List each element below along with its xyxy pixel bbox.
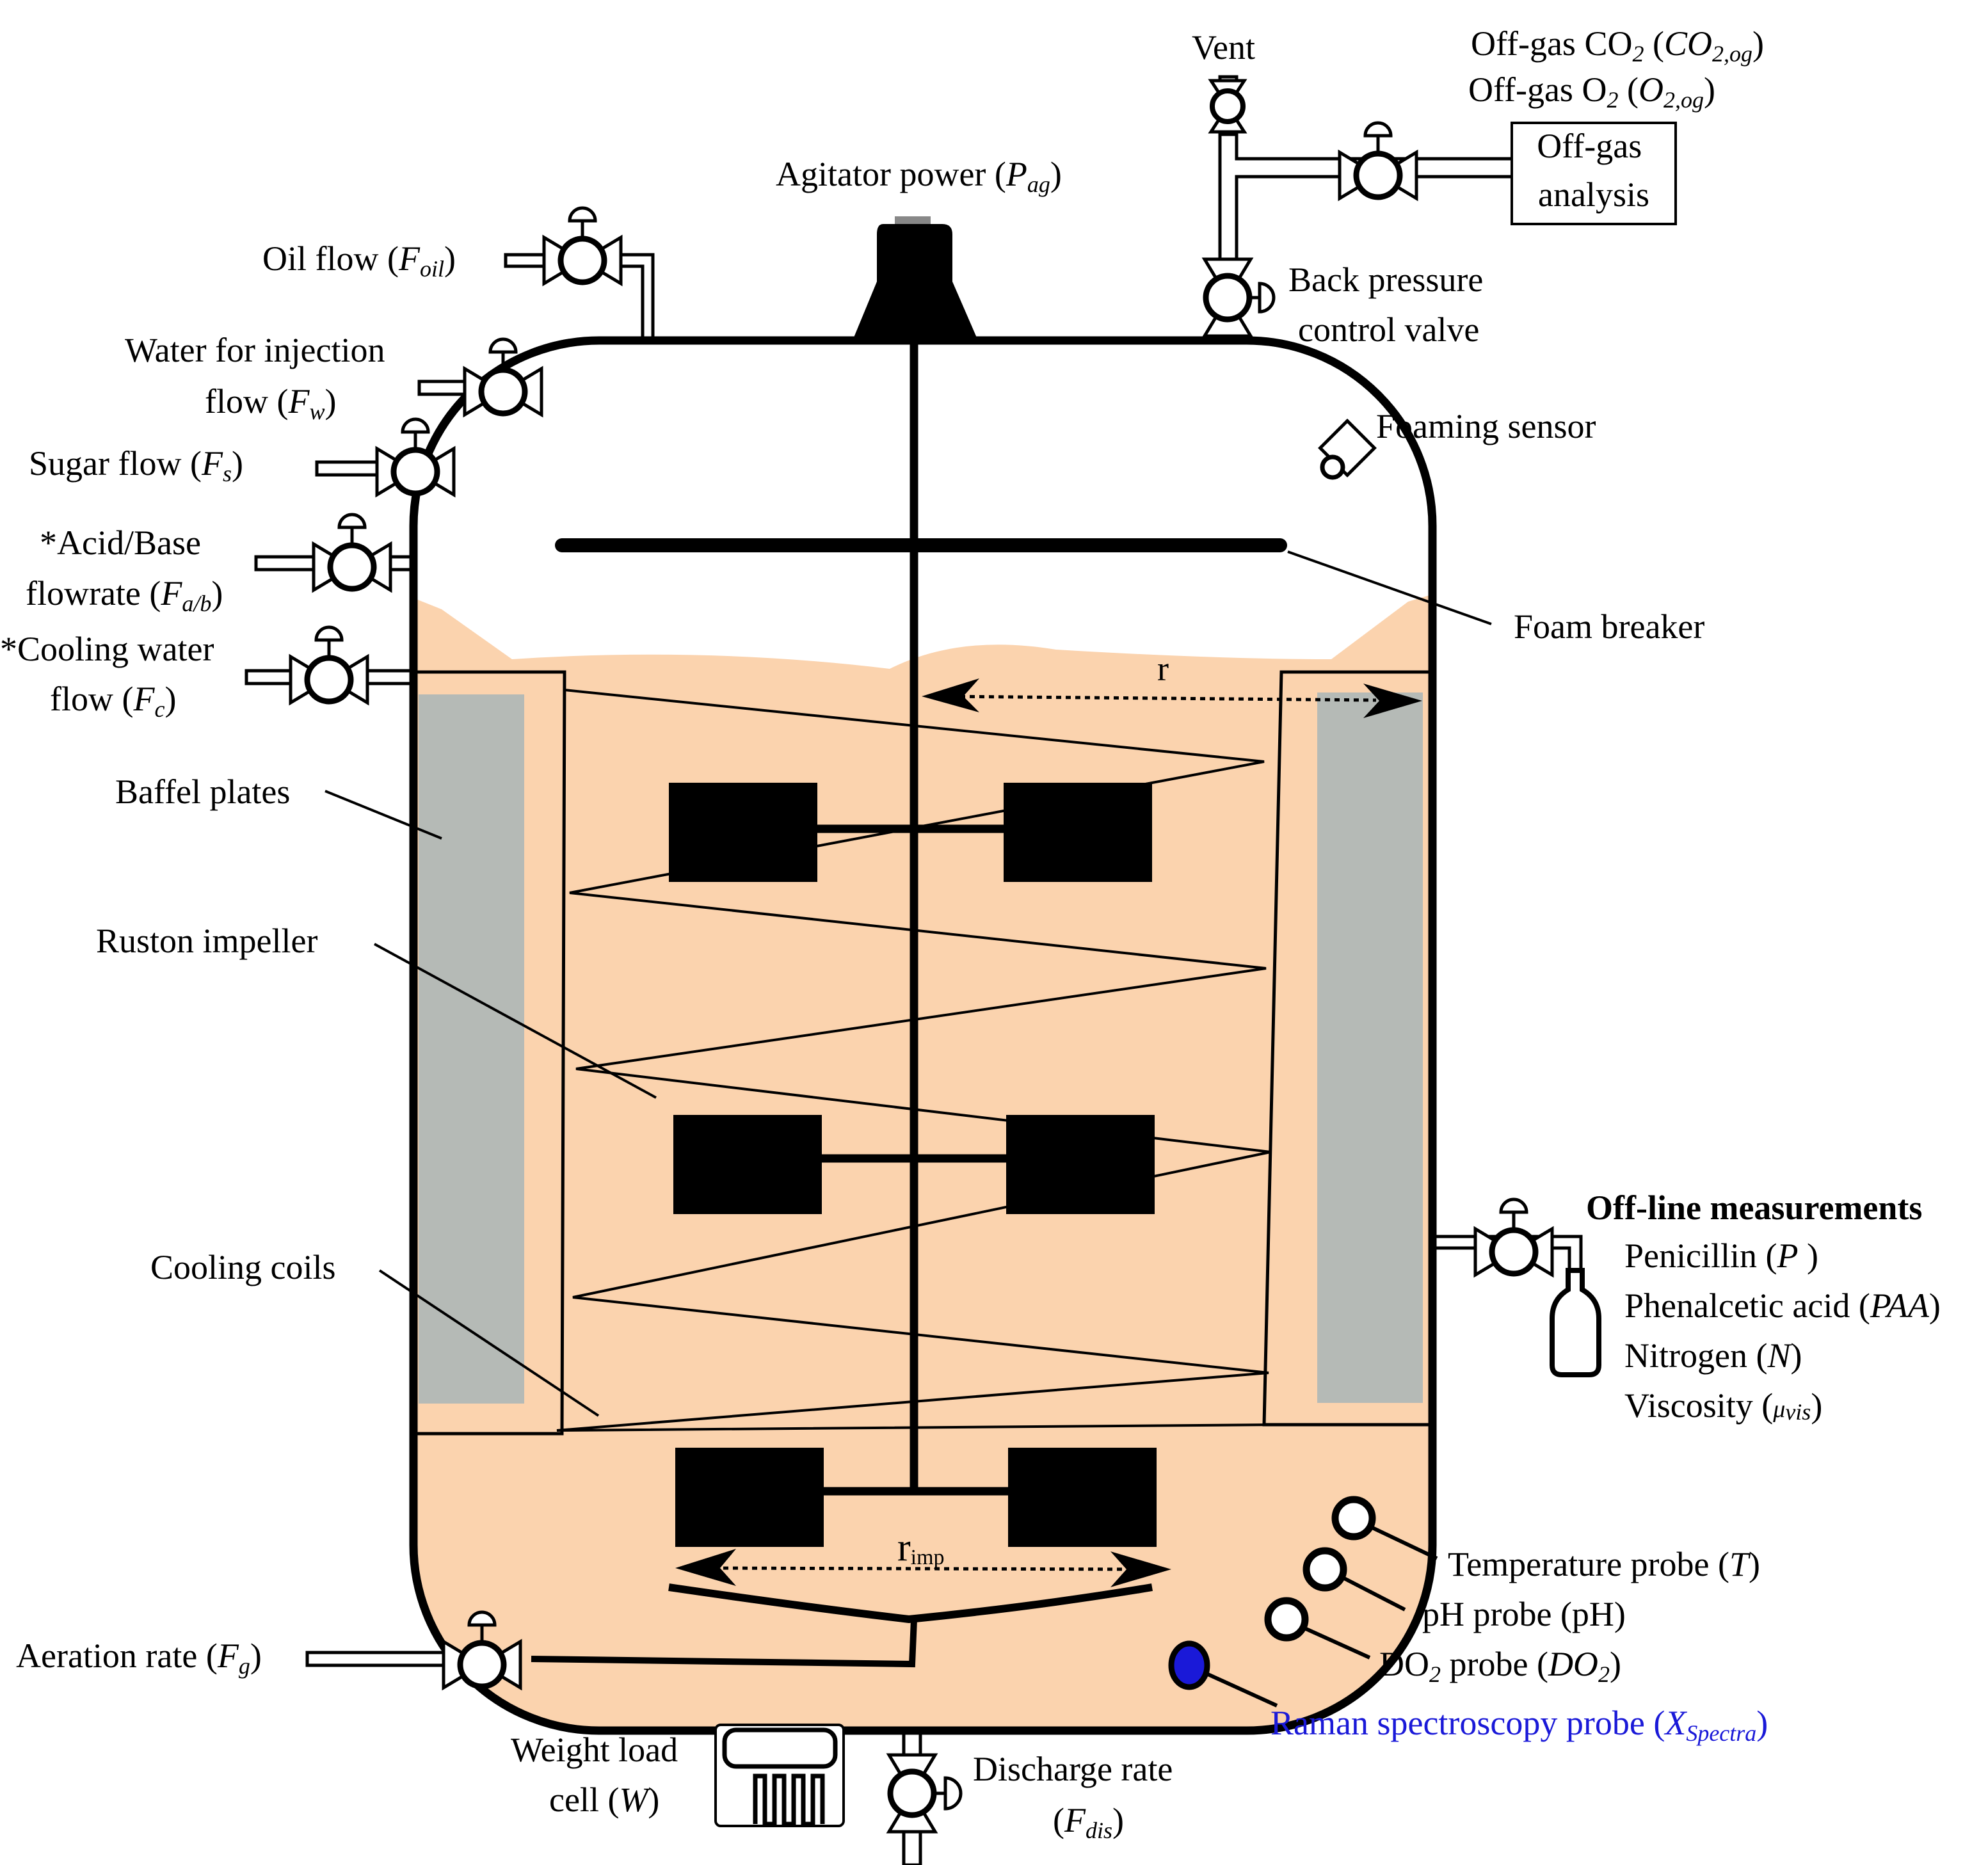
offgas-valve (1340, 123, 1416, 198)
weight-load-cell-label: Weight load cell (W) (511, 1731, 687, 1819)
cooling-water-label: *Cooling water flow (Fc) (0, 630, 223, 722)
impeller-blade (675, 1448, 824, 1547)
vent-valve (1208, 79, 1247, 134)
baffel-plates-label: Baffel plates (115, 772, 290, 811)
offline-title: Off-line measurements (1586, 1189, 1922, 1227)
discharge-rate-label: Discharge rate (Fdis) (973, 1750, 1182, 1843)
discharge-valve (886, 1753, 963, 1834)
impeller-radius-arrow (675, 1549, 1171, 1587)
weight-load-cell-icon (714, 1724, 845, 1827)
acid-base-valve (314, 515, 390, 590)
agitator-power-label: Agitator power (Pag) (776, 155, 1062, 197)
penicillin-label: Penicillin (P ) (1624, 1237, 1818, 1275)
raman-probe-label: Raman spectroscopy probe (XSpectra) (1271, 1704, 1768, 1746)
offgas-analysis-label: Off-gas analysis (1537, 127, 1650, 214)
leader-lines (325, 550, 1492, 1708)
do2-probe-icon (1264, 1597, 1309, 1642)
sample-bottle-icon (1550, 1268, 1601, 1377)
vent-label: Vent (1192, 28, 1255, 67)
impeller-radius-label: rimp (897, 1526, 945, 1569)
phenylacetic-label: Phenalcetic acid (PAA) (1624, 1286, 1941, 1325)
offgas-o2-label: Off-gas O2 (O2,og) (1468, 70, 1715, 113)
ruston-impeller-label: Ruston impeller (96, 922, 317, 960)
sparger (668, 1583, 1153, 1624)
impeller-blade (1004, 783, 1152, 882)
cooling-coils-label: Cooling coils (150, 1248, 336, 1286)
agitator-motor (853, 216, 978, 340)
viscosity-label: Viscosity (μvis) (1624, 1386, 1822, 1425)
ph-probe-label: pH probe (pH) (1422, 1595, 1626, 1633)
ruston-impellers (669, 783, 1157, 1547)
impeller-blade (673, 1115, 822, 1214)
water-injection-label: Water for injection flow (Fw) (125, 331, 394, 424)
baffle-frame-left (413, 670, 566, 1436)
acid-base-label: *Acid/Base flowrate (Fa/b) (26, 524, 223, 616)
foam-breaker-label: Foam breaker (1514, 607, 1704, 646)
back-pressure-valve (1201, 257, 1276, 338)
sugar-flow-label: Sugar flow (Fs) (29, 444, 243, 486)
baffle-plate-right (1317, 692, 1423, 1403)
impeller-blade (1006, 1115, 1155, 1214)
radius-arrow (922, 678, 1422, 718)
offgas-co2-label: Off-gas CO2 (CO2,og) (1471, 24, 1764, 67)
do2-probe-label: DO2 probe (DO2) (1379, 1645, 1621, 1687)
probes (1168, 1496, 1376, 1690)
foaming-sensor-icon (1318, 419, 1377, 480)
oil-flow-valve (544, 208, 621, 284)
baffle-frame-right (1262, 670, 1432, 1427)
cooling-water-valve (291, 627, 367, 703)
sampling-valve (1475, 1199, 1552, 1275)
impeller-blade (669, 783, 817, 882)
foaming-sensor-label: Foaming sensor (1376, 407, 1596, 445)
impeller-blade (1008, 1448, 1157, 1547)
back-pressure-label: Back pressure control valve (1288, 260, 1492, 349)
oil-flow-label: Oil flow (Foil) (262, 239, 456, 282)
temperature-probe-label: Temperature probe (T) (1448, 1545, 1760, 1583)
raman-probe-icon (1168, 1640, 1210, 1690)
offgas-analysis-box (1511, 122, 1677, 225)
sparger-feed (531, 1619, 917, 1668)
ph-probe-icon (1303, 1547, 1347, 1592)
radius-label: r (1157, 650, 1169, 688)
aeration-rate-label: Aeration rate (Fg) (16, 1637, 262, 1679)
baffle-plate-left (419, 694, 524, 1404)
broth-liquid (413, 592, 1432, 1731)
nitrogen-label: Nitrogen (N) (1624, 1336, 1802, 1375)
temperature-probe-icon (1331, 1496, 1376, 1541)
